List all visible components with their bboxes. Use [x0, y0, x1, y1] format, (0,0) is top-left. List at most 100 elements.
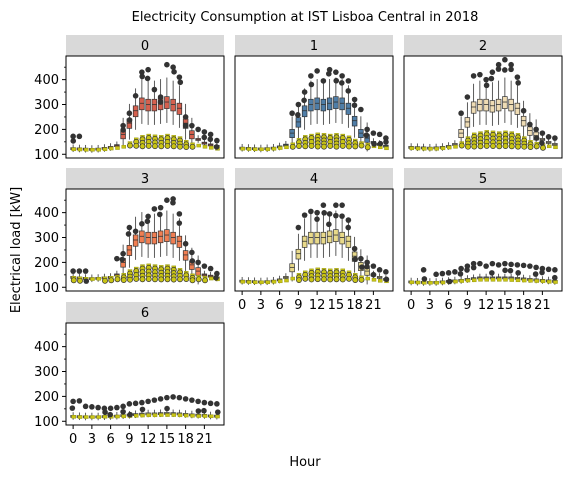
- y-tick-label: 400: [34, 206, 59, 221]
- facet-strip: [235, 35, 393, 56]
- yellow-box: [478, 278, 483, 282]
- outlier-point: [201, 399, 208, 406]
- x-tick-label: 0: [407, 298, 415, 313]
- yellow-box: [84, 415, 89, 419]
- outlier-point: [370, 263, 377, 269]
- yellow-outlier: [521, 143, 528, 150]
- yellow-outlier: [465, 143, 471, 150]
- facet-strip-label: 1: [310, 39, 318, 54]
- box-hour-15: [333, 96, 339, 109]
- facet-strip-label: 6: [141, 306, 149, 321]
- outlier-point: [345, 78, 352, 84]
- yellow-box: [259, 280, 264, 285]
- box-hour-10: [301, 105, 308, 118]
- yellow-outlier: [102, 277, 108, 284]
- outlier-point: [213, 144, 220, 150]
- outlier-point: [76, 133, 83, 140]
- outlier-point: [321, 210, 327, 216]
- outlier-point: [326, 70, 332, 77]
- outlier-point: [314, 68, 320, 74]
- outlier-point: [126, 117, 133, 123]
- outlier-point: [144, 75, 151, 82]
- outlier-point: [195, 126, 201, 133]
- outlier-point: [139, 73, 145, 80]
- box-hour-16: [508, 98, 514, 112]
- outlier-point: [464, 94, 471, 100]
- box-hour-14: [326, 230, 333, 244]
- yellow-box: [271, 147, 277, 151]
- outlier-point: [464, 267, 470, 273]
- outlier-point: [295, 101, 302, 108]
- yellow-box: [459, 279, 464, 283]
- outlier-point: [301, 97, 307, 104]
- facet-strip: [66, 302, 224, 323]
- x-tick-label: 18: [346, 298, 363, 313]
- outlier-point: [483, 82, 490, 89]
- outlier-point: [119, 256, 126, 263]
- outlier-point: [452, 269, 458, 275]
- yellow-outlier: [114, 276, 121, 283]
- outlier-point: [339, 73, 345, 79]
- outlier-point: [195, 259, 201, 266]
- outlier-point: [383, 135, 389, 141]
- facet-strip: [66, 35, 224, 56]
- x-tick-label: 21: [534, 298, 551, 313]
- yellow-box: [253, 147, 258, 152]
- outlier-point: [446, 278, 453, 285]
- x-tick-label: 0: [69, 432, 77, 447]
- x-tick-label: 15: [497, 298, 514, 313]
- yellow-box: [209, 414, 214, 419]
- yellow-outlier: [183, 144, 190, 151]
- outlier-point: [551, 274, 558, 281]
- outlier-point: [314, 216, 320, 222]
- yellow-box: [202, 414, 208, 418]
- outlier-point: [176, 74, 183, 80]
- outlier-point: [182, 114, 189, 120]
- outlier-point: [207, 131, 214, 138]
- yellow-box: [240, 147, 245, 151]
- outlier-point: [339, 202, 345, 208]
- outlier-point: [127, 411, 133, 418]
- outlier-point: [126, 224, 133, 231]
- outlier-point: [477, 71, 483, 78]
- outlier-point: [207, 400, 214, 407]
- yellow-outlier: [327, 142, 334, 149]
- y-tick-label: 200: [34, 123, 59, 138]
- outlier-point: [95, 404, 101, 411]
- outlier-point: [495, 66, 502, 72]
- y-tick-label: 300: [34, 98, 59, 113]
- yellow-outlier: [352, 277, 359, 284]
- outlier-point: [70, 398, 76, 405]
- x-tick-label: 18: [177, 432, 194, 447]
- outlier-point: [333, 77, 340, 84]
- yellow-outlier: [302, 143, 309, 150]
- panel-frame: [65, 188, 225, 292]
- yellow-box: [409, 280, 414, 285]
- outlier-point: [151, 206, 158, 212]
- yellow-box: [365, 276, 370, 281]
- yellow-box: [209, 276, 214, 281]
- box-hour-19: [189, 130, 195, 140]
- yellow-outlier: [177, 276, 183, 283]
- outlier-point: [195, 408, 202, 414]
- outlier-point: [351, 102, 358, 109]
- outlier-point: [515, 80, 521, 86]
- facet-2: 2: [403, 35, 563, 159]
- x-axis-label: Hour: [289, 455, 321, 470]
- yellow-box: [71, 415, 76, 419]
- yellow-box: [409, 146, 414, 151]
- outlier-point: [164, 405, 170, 412]
- box-hour-12: [145, 98, 151, 112]
- outlier-point: [314, 209, 320, 216]
- yellow-outlier: [120, 277, 127, 284]
- yellow-outlier: [540, 144, 546, 151]
- yellow-box: [196, 414, 201, 418]
- yellow-outlier: [508, 143, 515, 150]
- yellow-box: [259, 147, 264, 152]
- yellow-box: [371, 278, 377, 282]
- outlier-point: [214, 137, 220, 144]
- outlier-point: [301, 212, 308, 218]
- outlier-point: [120, 122, 126, 129]
- yellow-box: [284, 145, 289, 150]
- outlier-point: [207, 136, 214, 143]
